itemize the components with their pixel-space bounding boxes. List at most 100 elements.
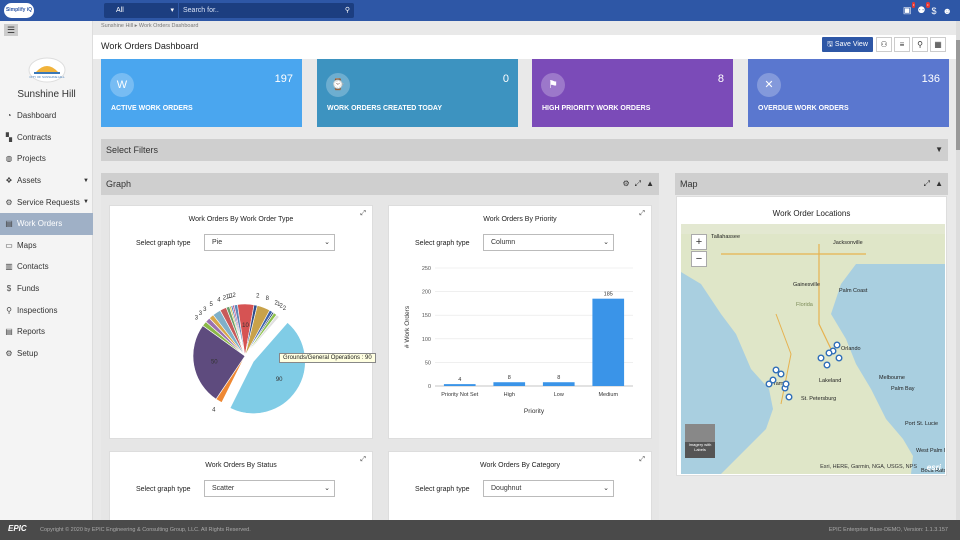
y-tick-label: 250 [422, 266, 431, 272]
graph-type-select[interactable]: Doughnut ⌄ [483, 480, 614, 497]
map-marker[interactable] [823, 361, 831, 369]
map-marker[interactable] [835, 354, 843, 362]
calendar-icon[interactable]: ▦ [930, 37, 946, 52]
breadcrumb[interactable]: Sunshine Hill ▸ Work Orders Dashboard [101, 23, 199, 29]
map-view[interactable]: Tallahassee Jacksonville Gainesville Palm C… [681, 224, 945, 474]
map-marker[interactable] [825, 349, 833, 357]
y-tick-label: 100 [422, 337, 431, 343]
sidebar-item-funds[interactable]: $ Funds [0, 278, 93, 300]
chevron-up-icon[interactable]: ▲ [935, 179, 943, 188]
expand-icon[interactable]: ⤢ [360, 210, 366, 217]
pie-data-label: 2 [256, 293, 260, 299]
basemap-toggle-button[interactable]: Imagery with Labels [685, 424, 715, 458]
bar[interactable] [542, 382, 575, 386]
pie-slice[interactable] [192, 325, 246, 400]
expand-icon[interactable]: ⤢ [923, 179, 931, 188]
map-panel-header: Map ⤢ ▲ [675, 173, 948, 195]
app-logo[interactable]: Simplify iQ [4, 3, 34, 18]
search-input[interactable]: Search for.. ⚲ [179, 3, 354, 18]
chart-card-by-category: Work Orders By Category ⤢ Select graph t… [388, 451, 652, 531]
card-work-orders-created-today[interactable]: ⌚ 0 WORK ORDERS CREATED TODAY [317, 59, 518, 127]
pie-slice[interactable] [244, 314, 280, 357]
bar[interactable] [592, 298, 625, 386]
graph-type-select[interactable]: Column ⌄ [483, 234, 614, 251]
column-chart[interactable]: 0 50 100 150 200 250 4 Priority Not Set 8 High 8 Lo… [389, 252, 651, 440]
chevron-down-icon[interactable]: ▼ [935, 145, 943, 154]
sidebar-item-label: Inspections [17, 305, 58, 315]
map-marker[interactable] [817, 354, 825, 362]
sidebar-item-inspections[interactable]: ⚲ Inspections [0, 299, 93, 321]
page-scrollbar-thumb[interactable] [956, 40, 960, 150]
gear-icon: ⚙ [5, 197, 13, 207]
document-x-icon: ✕ [757, 73, 781, 97]
chart-title: Work Orders By Status [205, 462, 277, 469]
map-marker[interactable] [769, 376, 777, 384]
map-marker[interactable] [782, 380, 790, 388]
card-overdue-work-orders[interactable]: ✕ 136 OVERDUE WORK ORDERS [748, 59, 949, 127]
address-book-icon: ▥ [5, 262, 13, 272]
card-high-priority-work-orders[interactable]: ⚑ 8 HIGH PRIORITY WORK ORDERS [532, 59, 733, 127]
map-place-label: Melbourne [879, 375, 905, 381]
user-avatar-icon[interactable]: ☻ [942, 5, 952, 16]
sidebar-item-work-orders[interactable]: ▤ Work Orders [0, 212, 93, 235]
sidebar-item-contracts[interactable]: ▚ Contracts [0, 127, 93, 149]
sidebar-item-dashboard[interactable]: ◔ Dashboard [0, 105, 93, 127]
expand-icon[interactable]: ⤢ [634, 179, 642, 188]
sidebar-item-maps[interactable]: ▭ Maps [0, 235, 93, 257]
sidebar-item-service-requests[interactable]: ⚙ Service Requests ▼ [0, 191, 93, 213]
graph-type-select[interactable]: Pie ⌄ [204, 234, 335, 251]
dashboard-icon[interactable]: ⚇ [876, 37, 892, 52]
y-tick-label: 150 [422, 313, 431, 319]
sidebar-item-assets[interactable]: ❖ Assets ▼ [0, 170, 93, 192]
gear-icon[interactable]: ⚙ [622, 179, 630, 188]
zoom-in-button[interactable]: + [691, 234, 707, 250]
list-icon[interactable]: ≡ [894, 37, 910, 52]
cogs-icon: ⚙ [5, 348, 13, 358]
sidebar-nav: ◔ Dashboard ▚ Contracts ◍ Projects ❖ Assets ▼ ⚙ Se… [0, 105, 93, 364]
save-view-button[interactable]: 🖫 Save View [822, 37, 873, 52]
card-label: HIGH PRIORITY WORK ORDERS [542, 105, 651, 112]
card-value: 136 [921, 73, 940, 85]
pie-slice[interactable] [229, 322, 306, 414]
graph-type-select[interactable]: Scatter ⌄ [204, 480, 335, 497]
zoom-out-button[interactable]: − [691, 251, 707, 267]
map-marker[interactable] [777, 370, 785, 378]
org-name: Sunshine Hill [17, 89, 76, 100]
users-icon[interactable]: ⚉ • [917, 2, 930, 15]
map-marker[interactable] [765, 380, 773, 388]
chevron-down-icon: ⌄ [324, 485, 330, 492]
map-marker-icon[interactable]: ⚲ [912, 37, 928, 52]
map-place-label: Gainesville [793, 282, 820, 288]
sidebar-item-contacts[interactable]: ▥ Contacts [0, 256, 93, 278]
bar[interactable] [443, 384, 476, 386]
sidebar-item-reports[interactable]: ▤ Reports [0, 321, 93, 343]
expand-icon[interactable]: ⤢ [360, 456, 366, 463]
chevron-up-icon[interactable]: ▲ [646, 179, 654, 188]
map-marker[interactable] [772, 366, 780, 374]
card-value: 197 [274, 73, 293, 85]
pie-data-label: 1 [277, 302, 281, 308]
y-axis-label: # Work Orders [404, 305, 411, 348]
expand-icon[interactable]: ⤢ [639, 456, 645, 463]
pie-data-label: 2 [223, 296, 227, 302]
priority-list-icon: ⚑ [541, 73, 565, 97]
hamburger-menu-icon[interactable]: ☰ [4, 24, 18, 36]
card-active-work-orders[interactable]: W 197 ACTIVE WORK ORDERS [101, 59, 302, 127]
sidebar-item-projects[interactable]: ◍ Projects [0, 148, 93, 170]
map-marker[interactable] [833, 341, 841, 349]
calendar-icon[interactable]: ▣ • [902, 2, 916, 15]
map-marker[interactable] [785, 393, 793, 401]
sidebar-item-label: Contracts [17, 132, 52, 142]
search-icon[interactable]: ⚲ [344, 7, 350, 14]
sidebar-item-setup[interactable]: ⚙ Setup [0, 343, 93, 365]
map-place-label: Port St. Lucie [905, 421, 938, 427]
page-scrollbar[interactable] [956, 21, 960, 520]
footer: EPIC Copyright © 2020 by EPIC Engineerin… [0, 520, 960, 540]
bar[interactable] [493, 382, 526, 386]
search-scope-select[interactable]: All ▾ [104, 3, 178, 18]
map-place-label: Palm Bay [891, 386, 915, 392]
expand-icon[interactable]: ⤢ [639, 210, 645, 217]
dollar-icon[interactable]: $ [931, 5, 937, 16]
select-filters-panel[interactable]: Select Filters ▼ [101, 139, 948, 161]
